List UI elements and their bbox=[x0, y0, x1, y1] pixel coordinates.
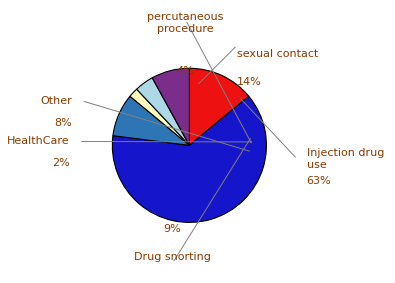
Text: 8%: 8% bbox=[55, 118, 72, 128]
Text: 9%: 9% bbox=[164, 224, 181, 234]
Text: Drug snorting: Drug snorting bbox=[134, 252, 211, 262]
Wedge shape bbox=[130, 89, 189, 145]
Wedge shape bbox=[152, 68, 189, 145]
Wedge shape bbox=[137, 78, 189, 145]
Text: sexual contact: sexual contact bbox=[237, 49, 318, 59]
Text: percutaneous
procedure: percutaneous procedure bbox=[147, 12, 224, 34]
Wedge shape bbox=[113, 96, 189, 145]
Text: 14%: 14% bbox=[237, 77, 262, 87]
Text: 2%: 2% bbox=[52, 158, 70, 168]
Text: HealthCare: HealthCare bbox=[7, 136, 70, 147]
Text: Other: Other bbox=[40, 96, 72, 106]
Wedge shape bbox=[189, 68, 249, 145]
Text: 63%: 63% bbox=[307, 176, 331, 186]
Text: 4%: 4% bbox=[177, 66, 194, 76]
Text: Injection drug
use: Injection drug use bbox=[307, 148, 384, 170]
Wedge shape bbox=[112, 96, 267, 222]
